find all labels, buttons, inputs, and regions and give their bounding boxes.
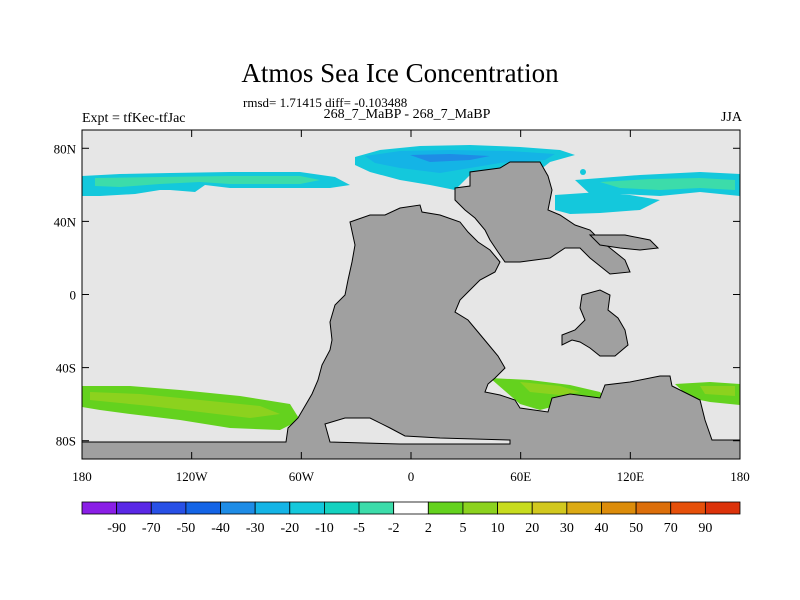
- longitude-tick-label: 180: [730, 469, 750, 484]
- longitude-ticks: 180 120W 60W 0 60E 120E 180: [72, 130, 750, 484]
- colorbar-swatch: [566, 501, 602, 515]
- colorbar-swatch: [220, 501, 256, 515]
- colorbar-label: 70: [664, 521, 678, 536]
- colorbar-label: -30: [246, 521, 265, 536]
- colorbar-label: 10: [491, 521, 505, 536]
- colorbar-swatch: [462, 501, 498, 515]
- stats-subtitle: rmsd= 1.71415 diff= -0.103488: [243, 95, 408, 110]
- colorbar-swatch: [635, 501, 672, 515]
- colorbar-label: -40: [211, 521, 230, 536]
- colorbar-label: 40: [594, 521, 608, 536]
- longitude-tick-label: 120W: [176, 469, 209, 484]
- arctic-ice-difference: [82, 145, 740, 214]
- colorbar-swatch: [150, 501, 187, 515]
- latitude-tick-label: 0: [70, 288, 77, 303]
- colorbar-label: 2: [425, 521, 432, 536]
- latitude-tick-label: 80S: [56, 434, 76, 449]
- latitude-ticks: 80N 40N 0 40S 80S: [54, 141, 740, 449]
- comparison-label: 268_7_MaBP - 268_7_MaBP: [323, 107, 491, 122]
- colorbar-label: -10: [315, 521, 334, 536]
- colorbar: -90 -70 -50 -40 -30 -20 -10 -5 -2 2 5 10 20 30 40 50 70 9…: [81, 501, 741, 536]
- colorbar-swatch: [704, 501, 741, 515]
- colorbar-swatch: [116, 501, 152, 515]
- colorbar-swatch: [81, 501, 118, 515]
- longitude-tick-label: 180: [72, 469, 92, 484]
- colorbar-swatch: [497, 501, 533, 515]
- colorbar-label: -5: [353, 521, 365, 536]
- colorbar-label: 90: [698, 521, 712, 536]
- colorbar-label: -50: [177, 521, 196, 536]
- colorbar-swatch: [531, 501, 568, 515]
- latitude-tick-label: 40S: [56, 361, 76, 376]
- colorbar-swatch: [254, 501, 291, 515]
- colorbar-swatch: [393, 501, 429, 515]
- experiment-label: Expt = tfKec-tfJac: [82, 111, 186, 126]
- colorbar-swatch: [601, 501, 637, 515]
- colorbar-label: -90: [107, 521, 126, 536]
- colorbar-label: 50: [629, 521, 643, 536]
- colorbar-label: -70: [142, 521, 161, 536]
- colorbar-label: -20: [280, 521, 299, 536]
- longitude-tick-label: 60E: [510, 469, 531, 484]
- colorbar-label: 30: [560, 521, 574, 536]
- season-label: JJA: [720, 110, 742, 125]
- plot-title: Atmos Sea Ice Concentration: [241, 58, 559, 88]
- colorbar-swatch: [670, 501, 706, 515]
- colorbar-swatch: [427, 501, 464, 515]
- colorbar-label: -2: [388, 521, 400, 536]
- longitude-tick-label: 60W: [289, 469, 315, 484]
- colorbar-label: 20: [525, 521, 539, 536]
- colorbar-swatch: [324, 501, 360, 515]
- land-masses: [81, 161, 741, 460]
- latitude-tick-label: 80N: [54, 141, 77, 156]
- colorbar-swatch: [358, 501, 395, 515]
- latitude-tick-label: 40N: [54, 214, 77, 229]
- colorbar-swatch: [185, 501, 221, 515]
- colorbar-label: 5: [459, 521, 466, 536]
- longitude-tick-label: 120E: [617, 469, 645, 484]
- longitude-tick-label: 0: [408, 469, 415, 484]
- colorbar-swatch: [289, 501, 325, 515]
